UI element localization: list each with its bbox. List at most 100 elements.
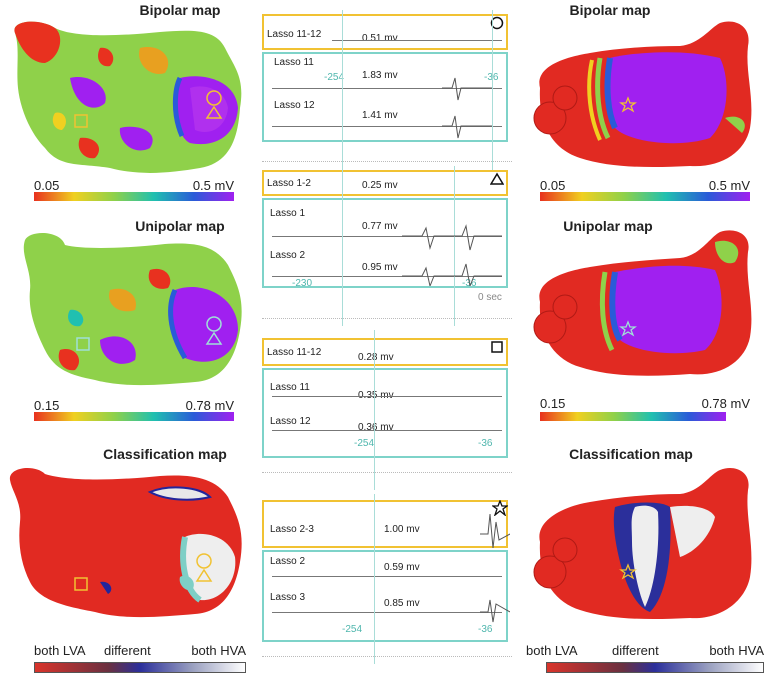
colorbar-gradient (34, 192, 234, 201)
timing-marker (374, 330, 375, 490)
timing-marker (342, 10, 343, 170)
egm-panel-4: Lasso 2-3 1.00 mv Lasso 2 0.59 mv Lasso … (262, 494, 512, 664)
waveform-icon (480, 513, 510, 623)
colorbar-low-label: both LVA (34, 643, 86, 658)
colorbar-gradient (34, 662, 246, 673)
classification-colorbar-left: both LVA different both HVA (34, 643, 246, 673)
timing-tick-right: -36 (478, 438, 493, 449)
lead-amplitude: 1.83 mv (362, 70, 398, 81)
classification-map-title-left: Classification map (103, 446, 227, 462)
egm-panel-1: Lasso 11-12 0.51 mv Lasso 11 1.83 mv Las… (262, 10, 512, 170)
colorbar-max-label: 0.78 mV (185, 398, 234, 413)
timing-marker (342, 166, 343, 326)
triangle-marker-icon (490, 172, 504, 185)
lead-name: Lasso 2 (270, 556, 306, 567)
lead-name: Lasso 11 (270, 382, 310, 393)
trace-line (272, 576, 502, 577)
lead-amplitude: 0.85 mv (384, 598, 420, 609)
egm-panel-3: Lasso 11-12 0.28 mv Lasso 11 0.35 mv Las… (262, 330, 512, 490)
bipolar-colorbar-right: 0.05 0.5 mV (540, 178, 750, 202)
lead-name: Lasso 11-12 (267, 347, 322, 358)
unipolar-map-title-left: Unipolar map (135, 218, 225, 234)
timing-tick-left: -254 (342, 624, 363, 635)
unipolar-map-title-right: Unipolar map (563, 218, 653, 234)
lead-name: Lasso 3 (270, 592, 306, 603)
egm-header-box (262, 338, 508, 366)
timing-tick-left: -230 (292, 278, 313, 289)
timing-tick-left: -254 (354, 438, 375, 449)
classification-map-right (533, 468, 752, 620)
unipolar-map-right (533, 230, 752, 376)
egm-header-box (262, 500, 508, 548)
lead-amplitude: 1.41 mv (362, 110, 398, 121)
trace-line (272, 430, 502, 431)
bipolar-map-title-right: Bipolar map (569, 2, 651, 18)
time-ruler (262, 466, 512, 473)
unipolar-colorbar-right: 0.15 0.78 mV (540, 396, 750, 422)
waveform-icon (402, 224, 502, 286)
egm-panel-2: Lasso 1-2 0.25 mv Lasso 1 0.77 mv Lasso … (262, 166, 512, 326)
colorbar-min-label: 0.15 (34, 398, 60, 413)
lead-amplitude: 0.25 mv (362, 180, 398, 191)
lead-amplitude: 0.36 mv (358, 422, 394, 433)
lead-name: Lasso 11 (274, 57, 314, 68)
egm-header-box (262, 14, 508, 50)
lead-name: Lasso 2-3 (270, 524, 314, 535)
colorbar-gradient (34, 412, 234, 421)
lead-name: Lasso 2 (270, 250, 306, 261)
square-marker-icon (491, 341, 503, 353)
colorbar-low-label: both LVA (526, 643, 578, 658)
timing-marker (492, 10, 493, 170)
bipolar-map-title-left: Bipolar map (139, 2, 221, 18)
time-ruler (262, 312, 512, 319)
colorbar-gradient (540, 192, 750, 201)
timing-tick-right: -36 (484, 72, 498, 83)
colorbar-min-label: 0.05 (540, 178, 566, 193)
lead-name: Lasso 1 (270, 208, 306, 219)
lead-amplitude: 0.35 mv (358, 390, 394, 401)
lead-name: Lasso 11-12 (267, 29, 322, 40)
lead-name: Lasso 1-2 (267, 178, 311, 189)
colorbar-high-label: both HVA (191, 643, 246, 658)
colorbar-gradient (546, 662, 764, 673)
bipolar-colorbar-left: 0.05 0.5 mV (34, 178, 234, 202)
egm-bipolar-box (262, 198, 508, 288)
colorbar-mid-label: different (612, 643, 659, 658)
trace-line (272, 396, 502, 397)
time-ruler (262, 155, 512, 162)
lead-name: Lasso 12 (274, 100, 315, 111)
lead-amplitude: 0.51 mv (362, 33, 398, 44)
trace-line (272, 612, 502, 613)
lead-amplitude: 1.00 mv (384, 524, 420, 535)
unipolar-colorbar-left: 0.15 0.78 mV (34, 398, 234, 422)
trace-line (272, 236, 502, 237)
waveform-icon (442, 77, 492, 139)
unipolar-map-left (23, 233, 242, 386)
colorbar-min-label: 0.15 (540, 396, 566, 411)
lead-name: Lasso 12 (270, 416, 311, 427)
egm-bipolar-box (262, 368, 508, 458)
bipolar-map-left (14, 21, 242, 173)
timing-marker (454, 166, 455, 326)
circle-marker-icon (490, 16, 504, 30)
classification-colorbar-right: both LVA different both HVA (526, 643, 764, 673)
time-unit-label: 0 sec (478, 292, 502, 303)
colorbar-gradient (540, 412, 726, 421)
timing-tick-left: -254 (324, 72, 345, 83)
star-marker-icon (492, 500, 508, 516)
classification-map-left (9, 468, 242, 618)
colorbar-max-label: 0.78 mV (701, 396, 750, 411)
egm-header-box (262, 170, 508, 196)
lead-amplitude: 0.77 mv (362, 221, 398, 232)
classification-map-title-right: Classification map (569, 446, 693, 462)
egm-bipolar-box (262, 52, 508, 142)
trace-line (272, 88, 502, 89)
time-ruler (262, 650, 512, 657)
bipolar-map-right (533, 21, 752, 168)
colorbar-min-label: 0.05 (34, 178, 60, 193)
colorbar-mid-label: different (104, 643, 151, 658)
egm-bipolar-box (262, 550, 508, 642)
trace-line (272, 276, 502, 277)
lead-amplitude: 0.95 mv (362, 262, 398, 273)
colorbar-high-label: both HVA (709, 643, 764, 658)
